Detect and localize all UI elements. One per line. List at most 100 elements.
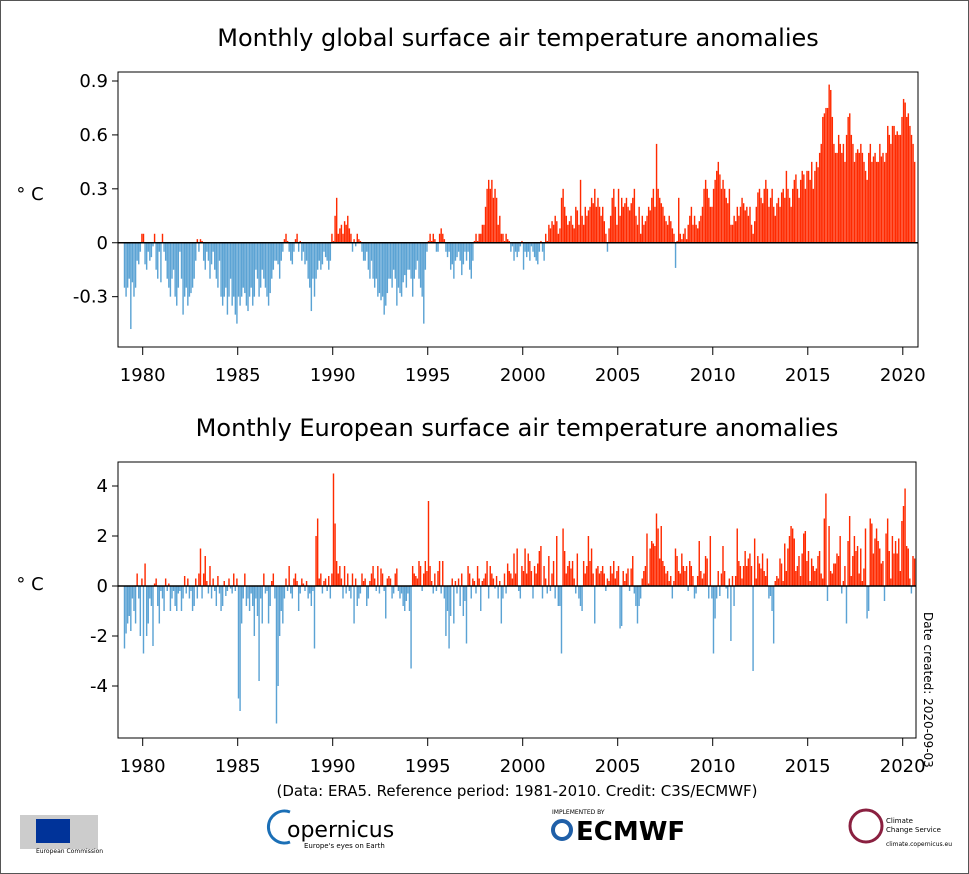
bar xyxy=(551,573,553,586)
bar xyxy=(497,224,499,243)
bar xyxy=(362,581,365,586)
bar xyxy=(446,242,449,258)
bar xyxy=(508,240,511,243)
bar xyxy=(717,161,720,243)
bar xyxy=(465,242,468,261)
bar xyxy=(692,224,694,243)
bar xyxy=(495,576,498,586)
bar xyxy=(904,488,906,586)
bar xyxy=(723,571,726,586)
bar xyxy=(907,113,910,243)
bar xyxy=(478,578,480,586)
bar xyxy=(674,242,677,268)
chart-title: Monthly European surface air temperature… xyxy=(196,414,839,442)
x-tick-label: 2020 xyxy=(880,756,926,777)
bar xyxy=(703,188,705,243)
bar xyxy=(807,170,810,243)
bar xyxy=(853,161,856,243)
bar xyxy=(411,566,414,586)
bar xyxy=(264,242,267,288)
bar xyxy=(592,203,594,243)
bar xyxy=(174,242,176,297)
bar xyxy=(221,586,224,606)
bar xyxy=(169,242,172,297)
bar xyxy=(467,566,469,586)
bar xyxy=(697,228,699,243)
bar xyxy=(296,233,298,243)
bar xyxy=(782,188,784,243)
bar xyxy=(320,573,322,586)
bar xyxy=(864,170,867,243)
bar xyxy=(582,561,585,586)
bar xyxy=(145,242,148,270)
bar xyxy=(896,553,898,586)
bar xyxy=(354,242,357,247)
bar xyxy=(885,533,887,586)
bar xyxy=(723,188,726,243)
bar xyxy=(247,242,249,312)
bar xyxy=(562,528,564,586)
bar xyxy=(741,197,743,243)
bar xyxy=(750,224,753,243)
bar xyxy=(837,134,840,243)
bar xyxy=(190,242,192,294)
bar xyxy=(608,581,610,586)
bar xyxy=(830,89,832,243)
bar xyxy=(567,566,569,586)
bar xyxy=(313,242,316,297)
bar xyxy=(839,536,841,586)
bar xyxy=(198,573,200,586)
x-tick-label: 2000 xyxy=(500,756,546,777)
bar xyxy=(324,242,327,258)
bar xyxy=(635,586,637,606)
bar xyxy=(386,578,389,586)
bar xyxy=(508,571,510,586)
bar xyxy=(644,566,647,586)
bar xyxy=(811,161,813,243)
bar xyxy=(185,586,187,594)
bar xyxy=(578,586,580,599)
bar xyxy=(552,561,555,586)
bar xyxy=(375,242,377,279)
plot-frame xyxy=(117,71,919,348)
bar xyxy=(480,233,482,243)
bar xyxy=(643,224,645,243)
bar xyxy=(630,568,632,586)
bar xyxy=(527,242,530,252)
bar xyxy=(484,573,487,586)
bar xyxy=(556,536,558,586)
bar xyxy=(909,578,911,586)
bar xyxy=(733,215,735,243)
bar xyxy=(202,573,205,586)
bar xyxy=(746,206,748,243)
bar xyxy=(408,586,411,611)
bar xyxy=(785,170,788,243)
bar xyxy=(617,188,620,243)
bar xyxy=(491,573,493,586)
bar xyxy=(427,501,430,586)
bar xyxy=(586,215,588,243)
bar xyxy=(407,242,409,270)
bar xyxy=(215,242,218,279)
bar xyxy=(155,578,157,586)
bar xyxy=(538,242,541,252)
bar xyxy=(619,586,621,629)
bar xyxy=(632,556,634,586)
bar xyxy=(394,242,396,279)
bar xyxy=(655,143,658,243)
bar xyxy=(421,586,423,591)
bar xyxy=(858,573,860,586)
bar xyxy=(229,586,232,589)
bar xyxy=(636,224,639,243)
bar xyxy=(179,586,181,591)
bar xyxy=(204,556,206,586)
bar xyxy=(377,242,379,297)
bar xyxy=(902,506,905,586)
bar xyxy=(698,221,701,243)
bar xyxy=(537,563,539,586)
bar xyxy=(191,586,194,611)
bar xyxy=(353,239,355,243)
bar xyxy=(424,561,427,586)
bar xyxy=(256,242,259,279)
bar xyxy=(852,143,854,243)
